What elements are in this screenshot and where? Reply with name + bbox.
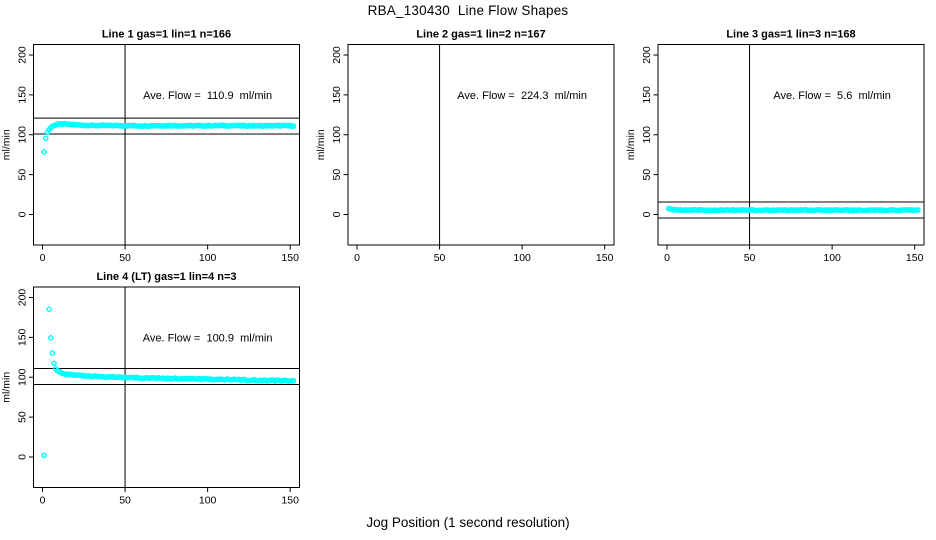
data-point	[290, 123, 297, 129]
x-tick-label: 100	[513, 252, 531, 264]
subplot-line-1: 0 50 100 150 0 50 100 150 200 ml/min Line 1 gas=1 …	[1, 29, 300, 264]
y-tick-label: 150	[641, 86, 653, 104]
subplot-title: Line 4 (LT) gas=1 lin=4 n=3	[96, 271, 236, 283]
subplot-line-2: 0 50 100 150 0 50 100 150 200 ml/min Line 2 gas=1 …	[315, 29, 615, 264]
y-axis-unit-label: ml/min	[1, 129, 13, 160]
ave-flow-label: Ave. Flow = 5.6 ml/min	[773, 90, 890, 102]
y-tick-label: 200	[17, 46, 29, 64]
x-tick-label: 150	[281, 252, 299, 264]
x-tick-label: 0	[40, 252, 46, 264]
data-point	[290, 378, 297, 384]
plot-box	[347, 44, 615, 246]
y-tick-label: 100	[17, 368, 29, 386]
data-point	[41, 452, 47, 459]
x-tick-label: 150	[596, 252, 614, 264]
y-tick-label: 0	[17, 211, 29, 217]
y-tick-label: 0	[17, 454, 29, 460]
y-tick-label: 100	[17, 126, 29, 144]
x-tick-label: 50	[119, 252, 131, 264]
y-axis-unit-label: ml/min	[625, 129, 637, 160]
x-tick-label: 100	[199, 252, 217, 264]
x-tick-label: 50	[119, 495, 131, 507]
y-tick-label: 200	[331, 46, 343, 64]
y-tick-label: 50	[641, 169, 653, 181]
y-tick-label: 200	[641, 46, 653, 64]
subplot-line-4: 0 50 100 150 0 50 100 150 200 ml/min Line 4 (LT) g…	[1, 271, 300, 507]
subplot-title: Line 2 gas=1 lin=2 n=167	[416, 29, 545, 41]
ave-flow-label: Ave. Flow = 224.3 ml/min	[457, 90, 587, 102]
data-point	[46, 306, 52, 313]
y-tick-label: 100	[331, 126, 343, 144]
subplot-title: Line 1 gas=1 lin=1 n=166	[102, 29, 231, 41]
y-tick-label: 50	[17, 411, 29, 423]
y-tick-label: 0	[641, 211, 653, 217]
y-tick-label: 200	[17, 289, 29, 307]
x-tick-label: 150	[906, 252, 924, 264]
plot-box	[657, 44, 925, 246]
data-point	[915, 207, 921, 213]
x-tick-label: 0	[664, 252, 670, 264]
y-tick-label: 100	[641, 126, 653, 144]
data-point	[47, 335, 54, 341]
figure-title: RBA_130430 Line Flow Shapes	[367, 3, 569, 18]
x-tick-label: 100	[199, 495, 217, 507]
x-tick-label: 0	[40, 495, 46, 507]
x-tick-label: 100	[823, 252, 841, 264]
y-tick-label: 50	[17, 169, 29, 181]
plot-box	[33, 44, 300, 246]
x-tick-label: 50	[744, 252, 756, 264]
y-axis-unit-label: ml/min	[1, 372, 13, 403]
y-tick-label: 50	[331, 169, 343, 181]
y-axis-unit-label: ml/min	[315, 129, 327, 160]
subplot-title: Line 3 gas=1 lin=3 n=168	[726, 29, 855, 41]
data-point	[43, 135, 49, 142]
y-tick-label: 0	[331, 211, 343, 217]
x-tick-label: 50	[434, 252, 446, 264]
y-tick-label: 150	[17, 328, 29, 346]
data-point	[49, 350, 56, 356]
subplot-line-3: 0 50 100 150 0 50 100 150 200 ml/min Line 3 gas=1 …	[625, 29, 925, 264]
data-point	[51, 360, 57, 367]
plot-box	[33, 286, 300, 488]
x-tick-label: 150	[281, 495, 299, 507]
ave-flow-label: Ave. Flow = 100.9 ml/min	[143, 332, 273, 344]
x-axis-title: Jog Position (1 second resolution)	[366, 515, 570, 530]
y-tick-label: 150	[17, 86, 29, 104]
y-tick-label: 150	[331, 86, 343, 104]
x-tick-label: 0	[354, 252, 360, 264]
ave-flow-label: Ave. Flow = 110.9 ml/min	[143, 90, 272, 102]
data-point	[41, 149, 47, 155]
